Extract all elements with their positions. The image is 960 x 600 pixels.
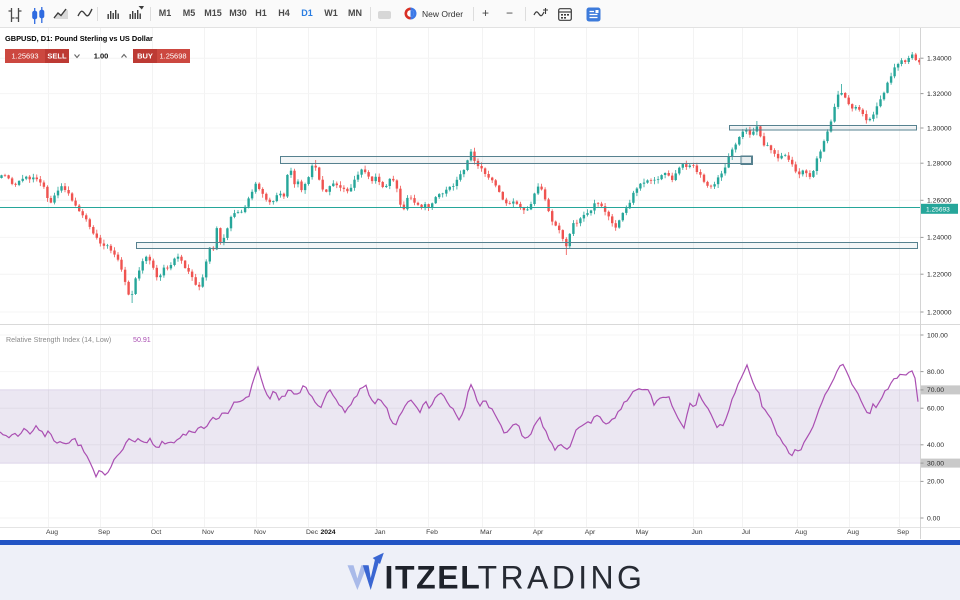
svg-text:Nov: Nov <box>202 529 215 536</box>
svg-text:Relative Strength Index (14, L: Relative Strength Index (14, Low) <box>6 336 111 344</box>
svg-text:1.34000: 1.34000 <box>927 56 952 63</box>
svg-text:Feb: Feb <box>426 529 438 536</box>
svg-text:Aug: Aug <box>847 529 859 536</box>
svg-text:1.26000: 1.26000 <box>927 198 952 205</box>
svg-text:1.22000: 1.22000 <box>927 272 952 279</box>
svg-text:60.00: 60.00 <box>927 406 944 413</box>
svg-text:Jul: Jul <box>742 529 751 536</box>
svg-text:1.32000: 1.32000 <box>927 91 952 98</box>
svg-text:2024: 2024 <box>320 529 335 536</box>
svg-text:20.00: 20.00 <box>927 479 944 486</box>
svg-text:SELL: SELL <box>47 52 67 61</box>
svg-text:100.00: 100.00 <box>927 332 948 339</box>
svg-text:Aug: Aug <box>795 529 807 536</box>
svg-text:80.00: 80.00 <box>927 369 944 376</box>
svg-text:TRADING: TRADING <box>478 560 646 596</box>
svg-text:Nov: Nov <box>254 529 267 536</box>
svg-text:Mar: Mar <box>480 529 492 536</box>
svg-text:40.00: 40.00 <box>927 442 944 449</box>
svg-text:1.25693: 1.25693 <box>11 52 38 61</box>
svg-text:1.25693: 1.25693 <box>926 206 950 213</box>
svg-text:1.25698: 1.25698 <box>159 52 186 61</box>
svg-text:Sep: Sep <box>897 529 909 536</box>
svg-text:1.20000: 1.20000 <box>927 309 952 316</box>
svg-text:50.91: 50.91 <box>133 336 151 344</box>
svg-text:Apr: Apr <box>585 529 596 536</box>
svg-text:BUY: BUY <box>137 52 153 61</box>
svg-text:ITZEL: ITZEL <box>385 560 482 596</box>
svg-text:Jun: Jun <box>692 529 703 536</box>
svg-text:Sep: Sep <box>98 529 110 536</box>
svg-text:GBPUSD, D1: Pound Sterling vs: GBPUSD, D1: Pound Sterling vs US Dollar <box>5 34 153 43</box>
svg-text:Dec: Dec <box>306 529 319 536</box>
svg-text:Apr: Apr <box>533 529 544 536</box>
svg-text:1.24000: 1.24000 <box>927 235 952 242</box>
svg-text:0.00: 0.00 <box>927 515 940 522</box>
svg-text:Oct: Oct <box>151 529 162 536</box>
svg-text:1.28000: 1.28000 <box>927 161 952 168</box>
svg-text:Aug: Aug <box>46 529 58 536</box>
svg-text:1.30000: 1.30000 <box>927 125 952 132</box>
svg-text:70.00: 70.00 <box>927 387 944 394</box>
svg-text:1.00: 1.00 <box>94 52 109 61</box>
svg-text:Jan: Jan <box>375 529 386 536</box>
svg-text:30.00: 30.00 <box>927 460 944 467</box>
svg-text:May: May <box>636 529 649 536</box>
